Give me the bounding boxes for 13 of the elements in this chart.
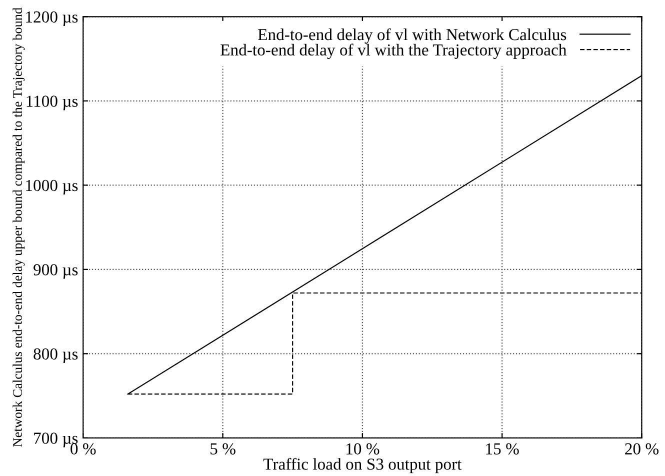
y-tick-label: 1100 µs xyxy=(26,96,78,110)
y-axis-title: Network Calculus end-to-end delay upper bound compared to the Trajectory bound xyxy=(12,8,25,447)
y-tick-label: 1200 µs xyxy=(26,11,78,26)
x-tick-label: 5 % xyxy=(210,443,236,455)
legend-label: End-to-end delay of vl with Network Calculus xyxy=(258,28,566,44)
x-tick-label: 20 % xyxy=(625,443,659,455)
y-tick-label: 1000 µs xyxy=(26,180,78,194)
x-axis-title: Traffic load on S3 output port xyxy=(263,458,462,474)
y-tick-label: 900 µs xyxy=(34,264,78,279)
y-tick-label: 800 µs xyxy=(34,348,78,363)
x-tick-label: 15 % xyxy=(486,443,519,455)
legend-label: End-to-end delay of vl with the Trajectory approach xyxy=(220,44,567,59)
x-tick-label: 10 % xyxy=(346,443,380,455)
